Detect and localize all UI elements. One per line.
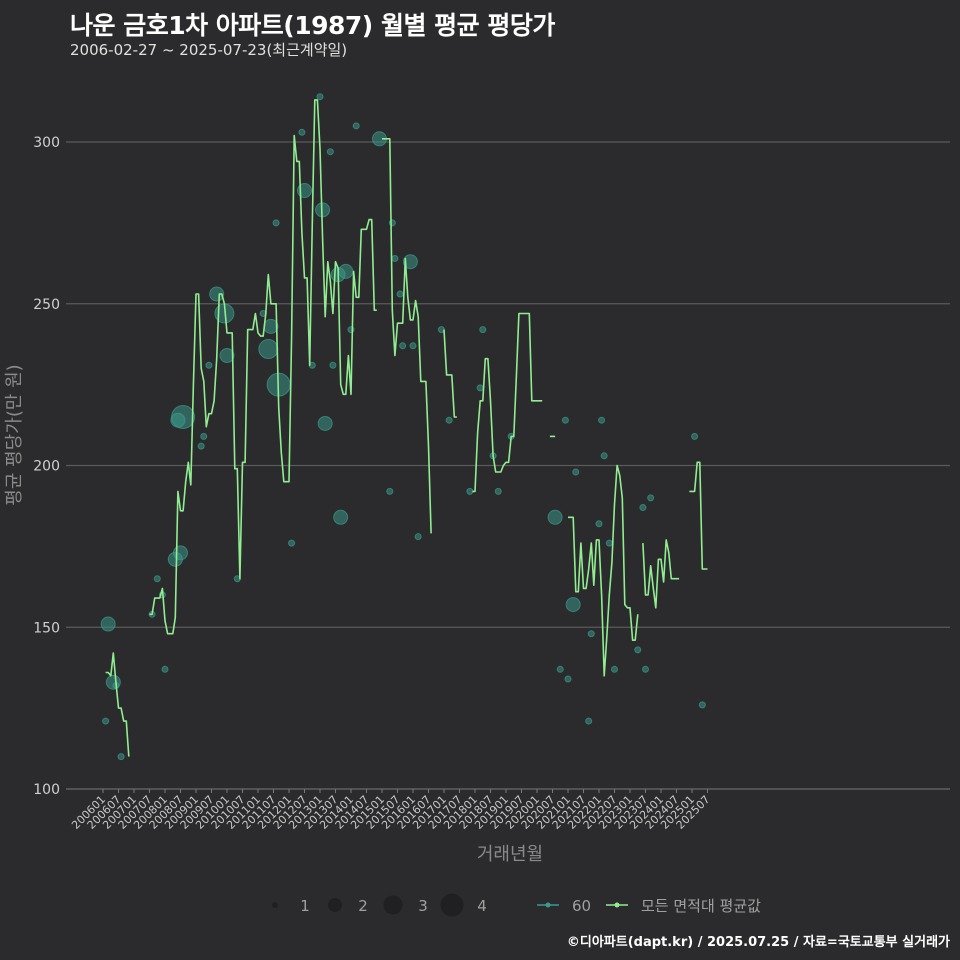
data-point	[153, 575, 161, 583]
data-point	[171, 404, 196, 429]
data-point	[556, 665, 564, 673]
data-point	[611, 665, 618, 673]
data-point	[219, 348, 235, 364]
data-point	[396, 290, 404, 298]
legend-size-symbol	[383, 895, 403, 915]
x-axis-title: 거래년월	[477, 844, 543, 865]
legend: 1 2 3 4 60 모든 면적대 평균값	[272, 893, 761, 917]
data-point	[391, 254, 399, 262]
data-point	[414, 533, 422, 541]
legend-size-symbol	[272, 902, 278, 908]
legend-series-dot	[614, 902, 620, 908]
data-point	[600, 452, 608, 460]
data-point	[258, 339, 279, 360]
data-point	[642, 665, 649, 673]
data-point	[494, 487, 502, 495]
legend-series-label: 모든 면적대 평균값	[641, 897, 761, 915]
data-point	[561, 416, 569, 424]
data-point	[402, 254, 418, 270]
data-point	[100, 616, 116, 632]
data-point	[399, 342, 407, 350]
average-line	[105, 652, 130, 757]
data-point	[117, 753, 125, 761]
grid-lines	[66, 141, 950, 628]
legend-size-label: 3	[418, 897, 428, 915]
data-point	[647, 494, 655, 502]
x-axis-ticks: 2006012006072007012007072008012008072009…	[69, 789, 713, 832]
data-point	[634, 646, 642, 654]
data-point	[200, 432, 208, 440]
data-point	[205, 361, 213, 369]
y-axis-title: 평균 평당가(만 원)	[4, 364, 25, 505]
source-credit: ©디아파트(dapt.kr) / 2025.07.25 / 자료=국토교통부 실…	[566, 935, 950, 950]
data-point	[565, 597, 581, 613]
legend-size-symbol	[328, 898, 342, 912]
data-point	[479, 326, 487, 334]
data-point	[386, 487, 394, 495]
data-point	[595, 520, 603, 528]
data-point	[316, 93, 324, 101]
average-line	[568, 464, 639, 677]
legend-size-label: 1	[300, 897, 310, 915]
data-point	[476, 384, 484, 392]
data-point	[547, 509, 563, 525]
data-point	[272, 219, 280, 227]
data-point	[564, 675, 572, 683]
legend-size-label: 4	[477, 897, 487, 915]
legend-size-symbol	[440, 893, 464, 917]
average-line	[642, 539, 680, 609]
data-point	[587, 630, 595, 638]
data-point	[691, 432, 699, 440]
data-point	[288, 539, 296, 547]
data-point	[333, 509, 349, 525]
chart-title: 나운 금호1차 아파트(1987) 월별 평균 평당가	[70, 11, 555, 40]
data-point	[326, 148, 334, 156]
data-point	[598, 416, 606, 424]
data-point	[338, 263, 354, 279]
chart-subtitle: 2006-02-27 ~ 2025-07-23(최근계약일)	[70, 41, 348, 59]
data-point	[161, 665, 169, 673]
average-line	[472, 312, 543, 493]
y-tick-label: 200	[33, 459, 60, 475]
data-point	[572, 468, 580, 476]
data-point	[639, 504, 647, 512]
data-point	[445, 416, 453, 424]
y-tick-label: 250	[33, 297, 60, 313]
legend-series-label: 60	[572, 897, 591, 915]
data-point	[209, 286, 225, 302]
data-point	[698, 701, 706, 709]
data-point	[298, 128, 306, 136]
y-axis-ticks: 100 150 200 250 300	[33, 135, 60, 798]
y-tick-label: 300	[33, 135, 60, 151]
legend-series-dot	[545, 902, 551, 908]
data-point	[329, 361, 337, 369]
data-point	[466, 487, 474, 495]
average-lines	[105, 99, 708, 757]
data-point	[585, 717, 593, 725]
data-point	[409, 342, 417, 350]
data-point	[197, 442, 205, 450]
data-point	[102, 717, 110, 725]
y-tick-label: 100	[33, 782, 60, 798]
average-line	[443, 329, 457, 418]
data-point	[317, 415, 333, 431]
average-line	[149, 99, 377, 635]
data-point	[352, 122, 360, 130]
data-point	[173, 545, 188, 561]
y-tick-label: 150	[33, 620, 60, 636]
legend-size-label: 2	[358, 897, 368, 915]
average-line	[382, 138, 432, 534]
average-line	[689, 461, 708, 570]
data-point	[605, 539, 613, 547]
